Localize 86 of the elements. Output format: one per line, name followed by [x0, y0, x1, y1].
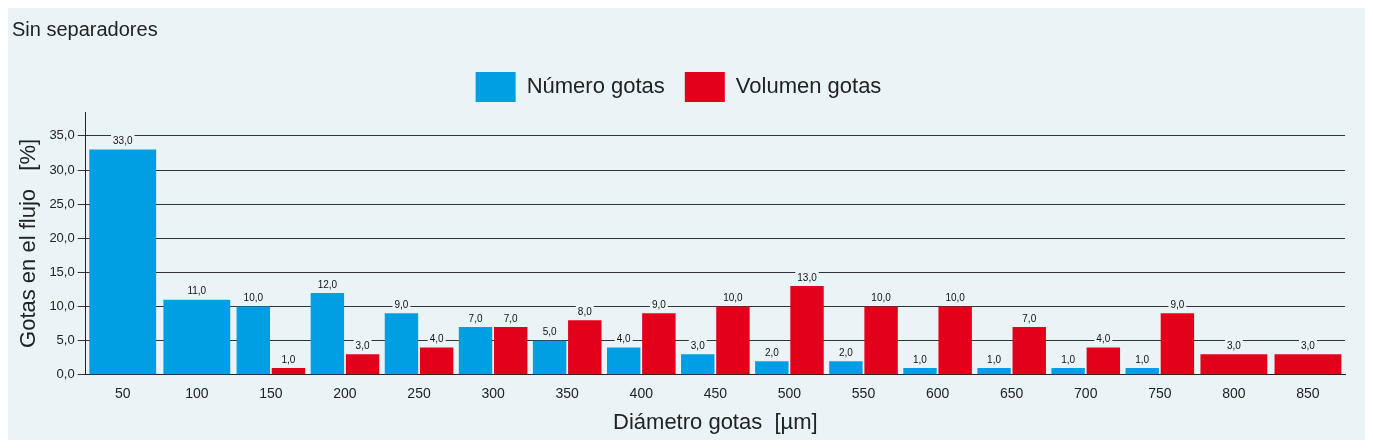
y-axis-title: Gotas en el flujo [%] — [15, 138, 41, 348]
bar — [419, 347, 454, 375]
chart-title: Sin separadores — [12, 17, 158, 40]
data-label: 4,0 — [429, 333, 445, 345]
bar — [345, 354, 380, 375]
y-tick-label: 30,0 — [49, 161, 75, 177]
bar — [1160, 313, 1195, 375]
data-label: 3,0 — [1301, 340, 1316, 352]
x-tick-label: 500 — [777, 385, 802, 402]
x-tick-label: 600 — [925, 385, 950, 402]
data-label: 10,0 — [871, 292, 892, 304]
bar — [642, 313, 676, 375]
bar — [271, 367, 306, 375]
data-label: 9,0 — [394, 299, 409, 311]
y-tick-label: 0,0 — [56, 366, 75, 382]
x-tick-label: 150 — [259, 385, 283, 402]
bar — [790, 286, 824, 375]
x-axis-title: Diámetro gotas [µm] — [613, 408, 818, 434]
data-label: 3,0 — [1226, 340, 1242, 352]
data-label: 13,0 — [797, 271, 818, 283]
data-label: 3,0 — [690, 340, 706, 352]
data-label: 7,0 — [503, 312, 519, 324]
data-label: 8,0 — [577, 305, 593, 317]
legend-label: Número gotas — [526, 73, 665, 99]
data-label: 1,0 — [913, 353, 928, 365]
data-label: 2,0 — [838, 346, 854, 358]
bar — [494, 327, 528, 375]
data-label: 1,0 — [987, 353, 1002, 365]
bar — [1012, 327, 1046, 375]
x-tick-label: 200 — [333, 385, 357, 402]
x-tick-label: 250 — [407, 385, 431, 402]
x-tick-label: 550 — [851, 385, 876, 402]
data-label: 33,0 — [113, 135, 133, 147]
bar — [1051, 367, 1085, 375]
x-tick-label: 450 — [703, 385, 728, 402]
data-label: 3,0 — [355, 340, 370, 352]
x-tick-label: 650 — [999, 385, 1024, 402]
y-tick-label: 10,0 — [49, 298, 75, 314]
data-label: 11,0 — [187, 285, 207, 297]
x-tick-label: 50 — [114, 385, 131, 402]
data-label: 1,0 — [1061, 353, 1076, 365]
x-tick-label: 100 — [185, 385, 209, 402]
y-tick-label: 5,0 — [56, 332, 75, 348]
data-label: 10,0 — [243, 292, 264, 304]
bar — [938, 306, 972, 375]
bar — [532, 340, 567, 375]
bar — [568, 320, 602, 375]
data-label: 10,0 — [945, 292, 966, 304]
data-label: 12,0 — [317, 278, 338, 290]
x-tick-label: 350 — [555, 385, 580, 402]
x-tick-label: 400 — [629, 385, 654, 402]
y-tick-label: 35,0 — [49, 127, 75, 143]
data-label: 1,0 — [281, 353, 296, 365]
bar — [458, 327, 493, 375]
data-label: 5,0 — [542, 326, 557, 338]
legend-label: Volumen gotas — [735, 73, 882, 99]
bar — [310, 292, 345, 375]
data-label: 2,0 — [764, 346, 780, 358]
bar — [681, 354, 715, 375]
bar — [829, 361, 863, 375]
data-label: 1,0 — [1135, 353, 1150, 365]
data-label: 7,0 — [1022, 312, 1037, 324]
y-tick-label: 20,0 — [49, 229, 75, 245]
x-tick-label: 800 — [1222, 385, 1246, 402]
data-label: 9,0 — [651, 299, 667, 311]
data-label: 4,0 — [1096, 333, 1111, 345]
bar — [977, 367, 1011, 375]
data-label: 7,0 — [468, 312, 483, 324]
y-tick-label: 15,0 — [49, 263, 75, 279]
x-tick-label: 850 — [1296, 385, 1320, 402]
bar — [755, 361, 789, 375]
y-tick-label: 25,0 — [49, 195, 75, 211]
bar — [716, 306, 750, 375]
bar — [1086, 347, 1121, 375]
bar — [236, 306, 271, 375]
x-tick-label: 700 — [1074, 385, 1098, 402]
data-label: 9,0 — [1170, 299, 1185, 311]
bar — [384, 313, 419, 375]
bar — [864, 306, 898, 375]
x-tick-label: 750 — [1148, 385, 1172, 402]
bar — [1125, 367, 1159, 375]
data-label: 4,0 — [616, 333, 632, 345]
bar — [903, 367, 937, 375]
bar — [606, 347, 641, 375]
data-label: 10,0 — [723, 292, 744, 304]
x-tick-label: 300 — [481, 385, 506, 402]
